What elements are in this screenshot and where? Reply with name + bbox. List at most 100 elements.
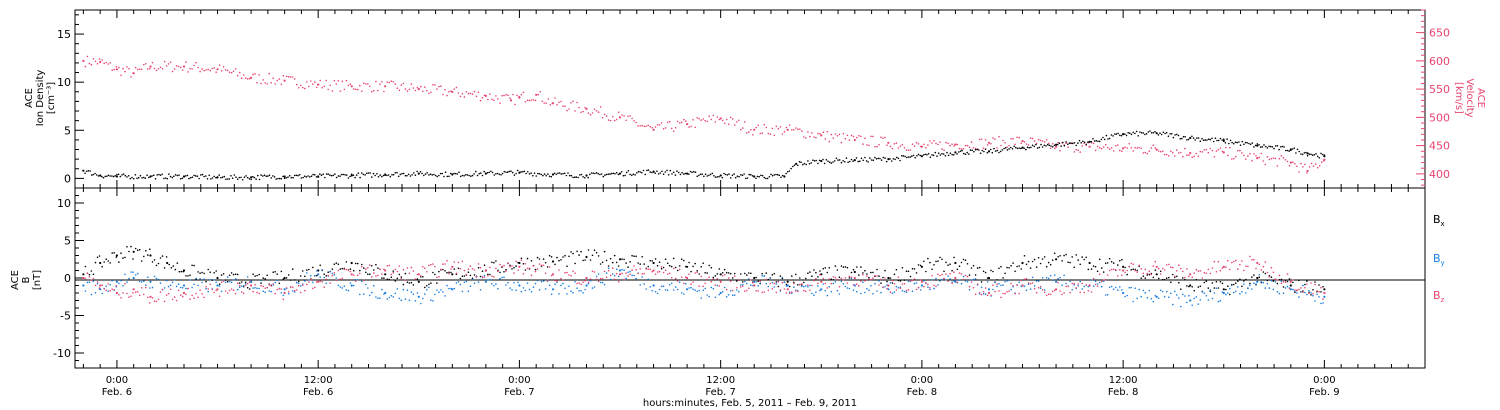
bz-sample xyxy=(947,280,949,283)
bx-sample xyxy=(354,262,357,265)
by-sample xyxy=(442,291,444,293)
by-sample xyxy=(968,289,971,291)
bx-sample xyxy=(595,251,598,254)
bz-sample xyxy=(1296,289,1298,291)
density-sample xyxy=(748,173,750,176)
density-sample xyxy=(1062,141,1064,144)
velocity-sample xyxy=(710,118,713,121)
density-tick-label: 10 xyxy=(57,76,71,89)
density-sample xyxy=(1053,144,1056,147)
velocity-sample xyxy=(813,136,815,138)
bx-sample xyxy=(392,270,395,272)
velocity-sample xyxy=(911,143,914,145)
bz-sample xyxy=(379,268,381,271)
by-sample xyxy=(1144,291,1147,294)
density-sample xyxy=(602,175,605,178)
bz-sample xyxy=(432,263,434,265)
density-sample xyxy=(701,173,703,175)
bx-sample xyxy=(1229,293,1231,296)
bx-sample xyxy=(899,280,902,282)
bx-sample xyxy=(471,277,474,280)
bz-sample xyxy=(1073,282,1075,285)
velocity-sample xyxy=(815,136,817,139)
density-sample xyxy=(595,172,598,174)
bz-sample xyxy=(712,278,715,280)
velocity-sample xyxy=(838,133,841,136)
by-sample xyxy=(878,280,880,282)
velocity-sample xyxy=(138,68,141,70)
velocity-sample xyxy=(1292,161,1294,163)
density-sample xyxy=(240,176,242,179)
density-sample xyxy=(186,174,189,177)
bz-sample xyxy=(757,290,759,292)
bz-sample xyxy=(958,272,961,274)
bz-sample xyxy=(848,275,851,278)
by-sample xyxy=(765,282,768,285)
density-sample xyxy=(797,164,799,167)
bz-sample xyxy=(289,286,292,288)
density-sample xyxy=(527,171,529,173)
bx-sample xyxy=(446,271,448,274)
bx-sample xyxy=(136,249,139,251)
bx-sample xyxy=(895,268,898,271)
density-sample xyxy=(563,172,566,175)
velocity-sample xyxy=(923,143,925,146)
bx-sample xyxy=(373,269,375,271)
bz-sample xyxy=(136,291,139,293)
velocity-sample xyxy=(708,115,710,117)
by-sample xyxy=(599,281,602,284)
bx-sample xyxy=(118,261,120,263)
density-sample xyxy=(651,171,653,174)
bz-sample xyxy=(897,276,900,279)
bx-sample xyxy=(272,271,275,274)
bx-point xyxy=(786,280,789,283)
by-sample xyxy=(643,283,645,285)
velocity-sample xyxy=(615,118,618,121)
velocity-sample xyxy=(578,106,580,109)
bx-sample xyxy=(1197,286,1200,288)
by-sample xyxy=(1219,299,1222,302)
bz-sample xyxy=(254,283,256,286)
velocity-sample xyxy=(522,91,525,94)
velocity-sample xyxy=(1165,153,1168,156)
bz-point xyxy=(1289,280,1292,283)
density-point xyxy=(484,172,487,175)
bx-sample xyxy=(493,261,495,264)
density-sample xyxy=(446,175,449,178)
by-sample xyxy=(1108,286,1111,289)
density-sample xyxy=(525,172,527,175)
velocity-sample xyxy=(876,145,878,148)
bx-sample xyxy=(746,274,748,276)
bx-sample xyxy=(252,273,254,276)
velocity-sample xyxy=(86,55,89,58)
bx-sample xyxy=(718,268,721,270)
bx-sample xyxy=(678,265,681,267)
bx-sample xyxy=(1217,287,1220,289)
density-sample xyxy=(181,177,184,180)
density-sample xyxy=(486,171,489,174)
density-sample xyxy=(949,152,952,154)
velocity-sample xyxy=(1318,165,1321,167)
bz-sample xyxy=(185,293,187,296)
bz-sample xyxy=(960,273,963,275)
by-sample xyxy=(611,273,614,275)
bx-sample xyxy=(111,252,113,254)
top-panel-frame xyxy=(74,9,1426,189)
density-sample xyxy=(275,178,278,180)
by-sample xyxy=(430,299,432,302)
bx-sample xyxy=(580,250,582,253)
velocity-sample xyxy=(404,88,407,90)
density-sample xyxy=(468,174,470,177)
density-sample xyxy=(989,148,992,151)
density-sample xyxy=(1217,139,1220,142)
bx-sample xyxy=(842,266,845,268)
bz-sample xyxy=(544,272,547,275)
density-sample xyxy=(1040,143,1042,146)
velocity-sample xyxy=(301,86,304,89)
density-sample xyxy=(629,173,631,176)
density-sample xyxy=(844,161,846,163)
density-sample xyxy=(738,175,740,178)
by-sample xyxy=(1253,282,1255,285)
